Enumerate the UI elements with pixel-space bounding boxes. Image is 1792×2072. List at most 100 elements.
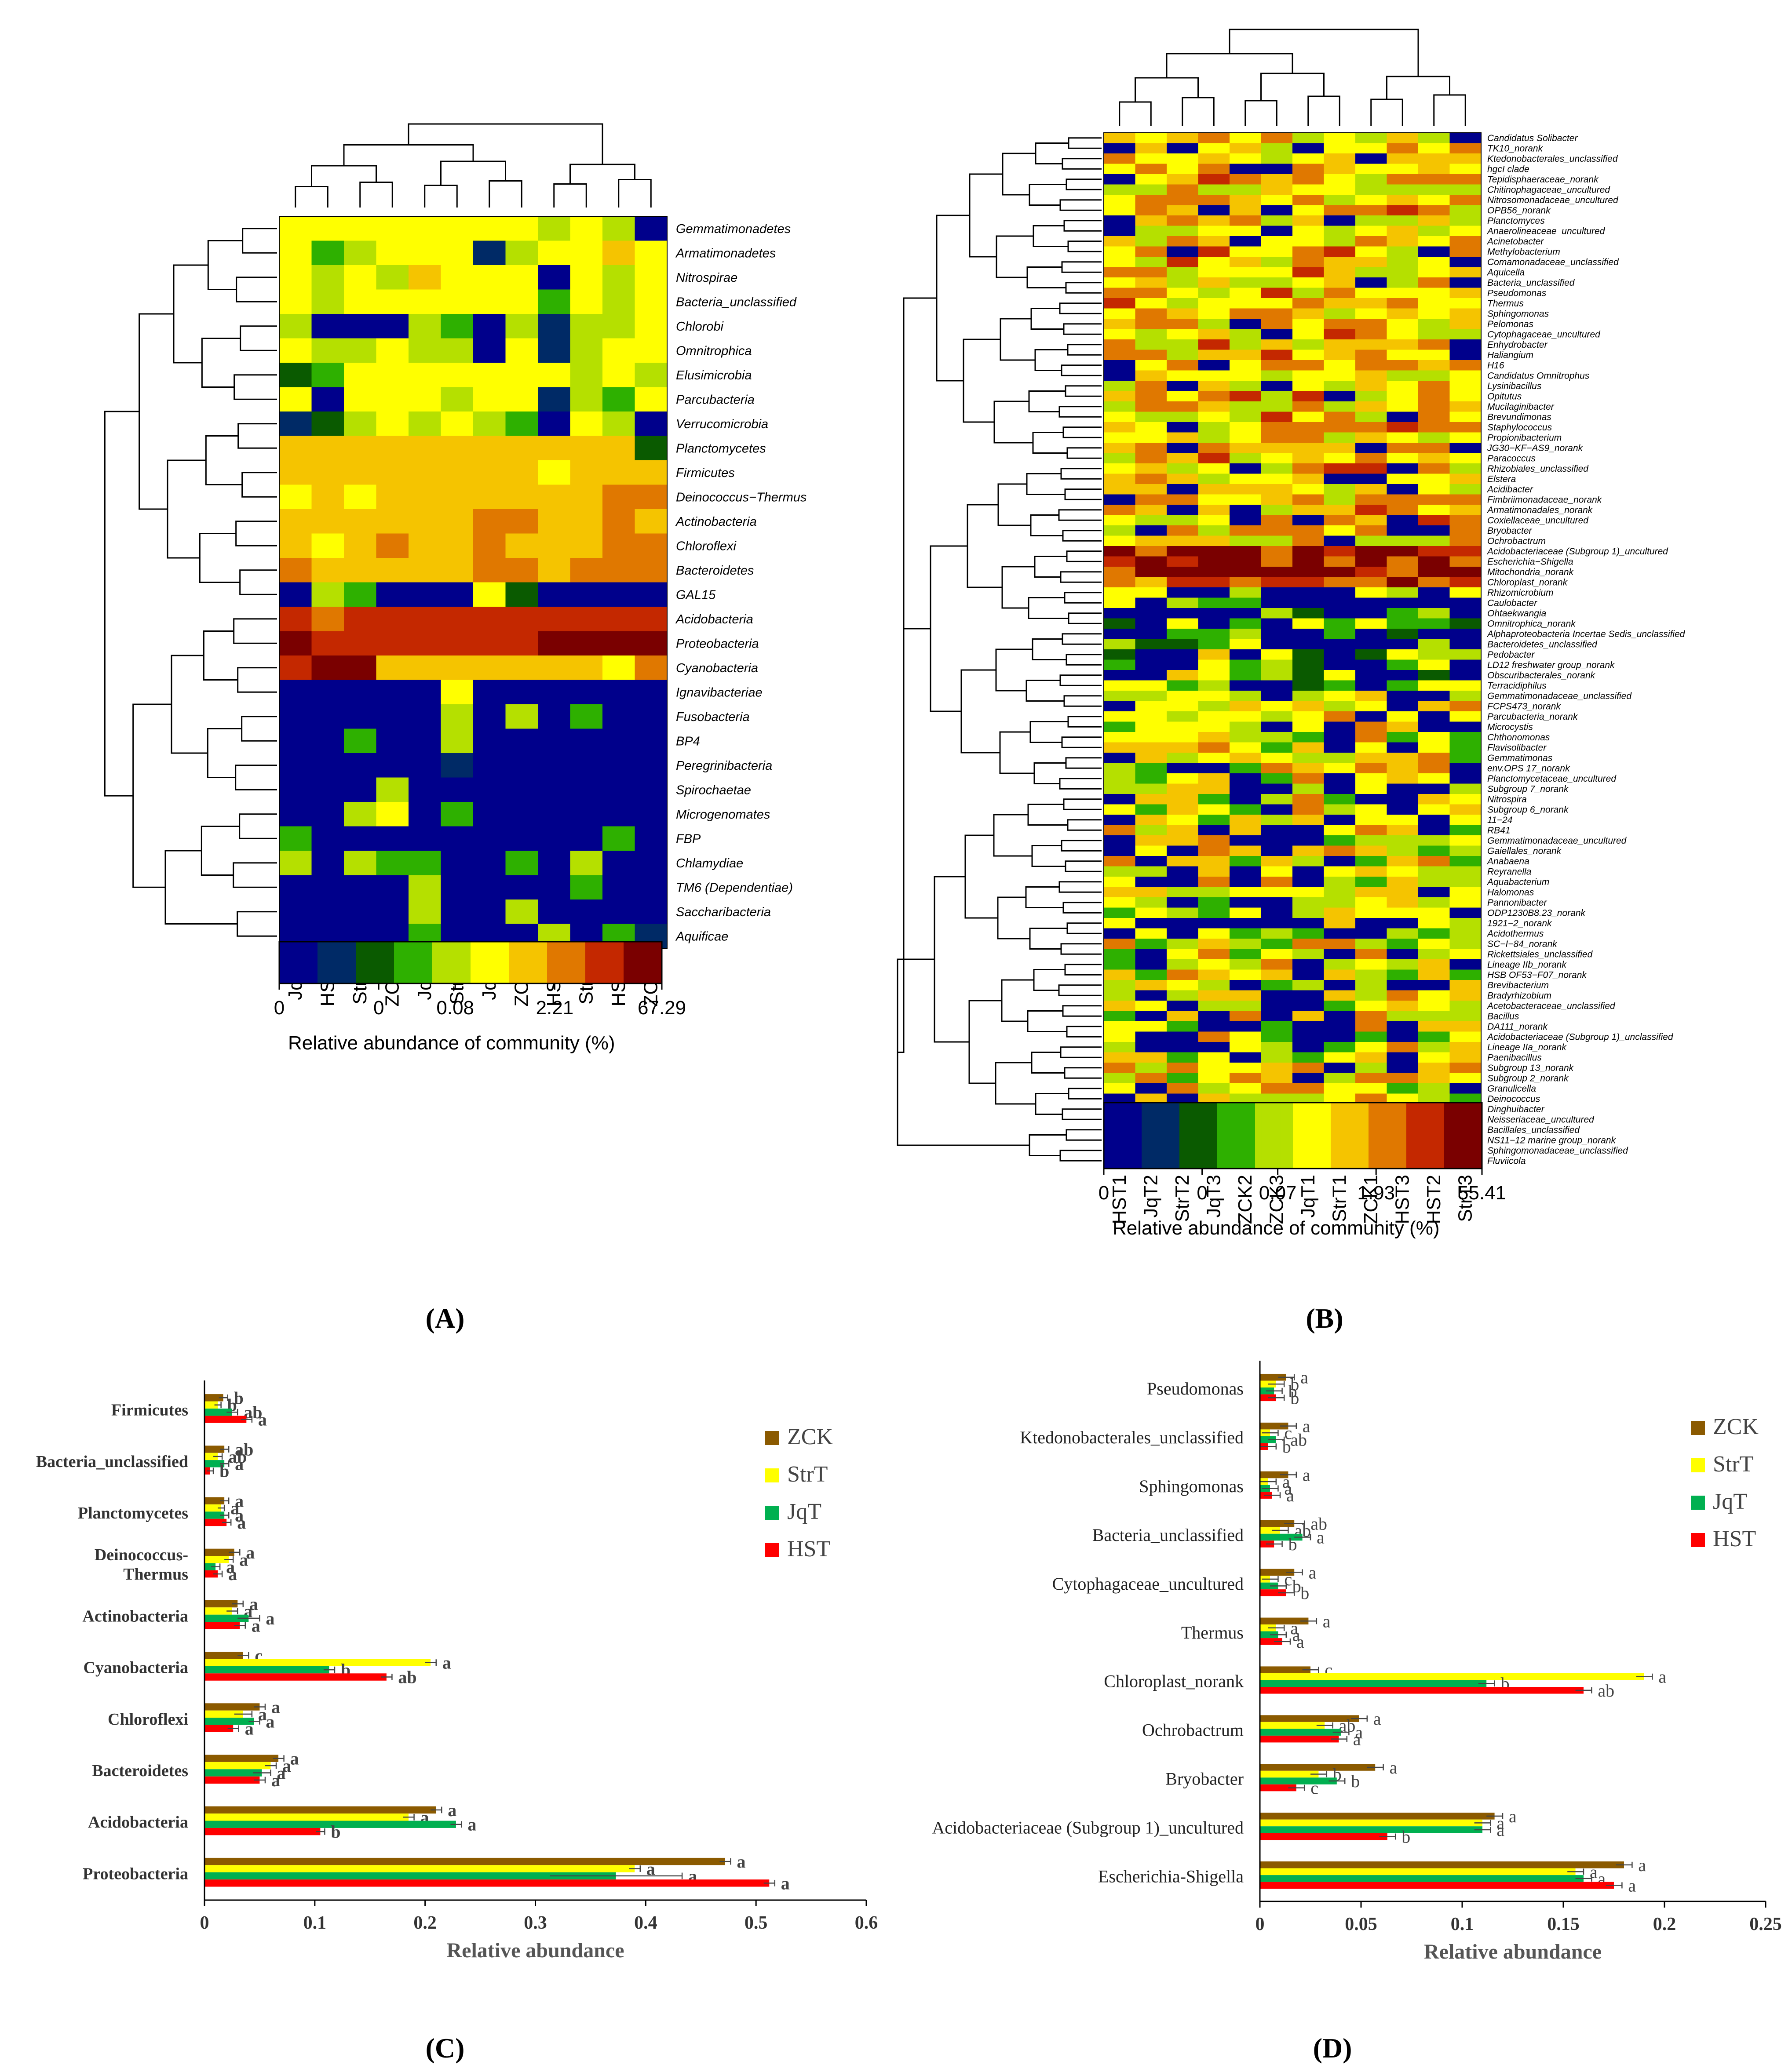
bar-d-jqt-bar: [1260, 1582, 1278, 1590]
heatmap-b-cell: [1292, 391, 1325, 402]
bar-d-jqt-bar: [1260, 1729, 1341, 1736]
heatmap-b-row-dendrogram-link: [1059, 1150, 1102, 1162]
heatmap-b-cell: [1324, 164, 1356, 175]
heatmap-a-cell: [441, 680, 474, 705]
heatmap-b-row-dendrogram-link: [1060, 1046, 1102, 1058]
heatmap-b-row-dendrogram-link: [1061, 736, 1102, 748]
heatmap-b-cell: [1355, 267, 1387, 278]
bar-d-significance-letter: a: [1353, 1730, 1361, 1749]
heatmap-b-cell: [1449, 401, 1482, 412]
heatmap-b-row-dendrogram-link: [897, 958, 1029, 1146]
heatmap-b-cell: [1230, 329, 1262, 340]
heatmap-b-cell: [1324, 1073, 1356, 1084]
heatmap-b-cell: [1355, 484, 1387, 495]
heatmap-b-cell: [1261, 753, 1293, 764]
heatmap-b-cell: [1449, 928, 1482, 939]
heatmap-a-colorbar-swatch: [464, 942, 471, 983]
heatmap-a-cell: [311, 265, 344, 290]
heatmap-b-cell: [1387, 525, 1419, 536]
heatmap-b-row-dendrogram-link: [967, 504, 1002, 588]
heatmap-a-colorbar-swatch: [458, 942, 465, 983]
heatmap-b-cell: [1418, 577, 1450, 588]
heatmap-a-colorbar-swatch: [407, 942, 414, 983]
heatmap-a-cell: [311, 826, 344, 851]
heatmap-a-row-label: Elusimicrobia: [676, 368, 752, 382]
heatmap-b-cell: [1167, 505, 1199, 516]
heatmap-b-cell: [1387, 877, 1419, 888]
heatmap-b-cell: [1135, 360, 1167, 371]
heatmap-a-cell: [311, 753, 344, 778]
heatmap-b-cell: [1198, 670, 1230, 681]
heatmap-b-cell: [1198, 546, 1230, 557]
heatmap-b-cell: [1104, 484, 1136, 495]
heatmap-b-cell: [1198, 257, 1230, 268]
heatmap-b-column-label: StrT1: [1328, 1175, 1350, 1222]
bar-c-significance-letter: a: [239, 1550, 248, 1569]
heatmap-b-cell: [1449, 897, 1482, 908]
heatmap-b-cell: [1167, 205, 1199, 216]
heatmap-b-cell: [1449, 143, 1482, 154]
heatmap-a-cell: [602, 387, 635, 412]
heatmap-b-cell: [1167, 701, 1199, 712]
heatmap-a-cell: [473, 826, 506, 851]
heatmap-a-colorbar-swatch: [432, 942, 439, 983]
heatmap-b-cell: [1387, 804, 1419, 815]
heatmap-b-cell: [1324, 1052, 1356, 1063]
bar-d-zck-bar: [1260, 1373, 1286, 1381]
heatmap-b-cell: [1230, 949, 1262, 960]
heatmap-b-cell: [1230, 1073, 1262, 1084]
heatmap-a-cell: [279, 240, 312, 266]
heatmap-a-cell: [570, 265, 603, 290]
heatmap-b-cell: [1104, 815, 1136, 826]
heatmap-b-row-label: Mucilaginibacter: [1487, 402, 1555, 412]
heatmap-b-cell: [1449, 494, 1482, 505]
heatmap-b-row-dendrogram-link: [1058, 984, 1102, 996]
heatmap-b-cell: [1167, 1083, 1199, 1094]
heatmap-b-cell: [1230, 1021, 1262, 1032]
heatmap-b-cell: [1135, 1052, 1167, 1063]
heatmap-b-cell: [1167, 918, 1199, 929]
bar-c-category-label: Cyanobacteria: [83, 1659, 188, 1677]
heatmap-b-cell: [1418, 794, 1450, 805]
heatmap-b-row-label: Bacillales_unclassified: [1487, 1125, 1580, 1135]
heatmap-b-cell: [1135, 381, 1167, 392]
heatmap-b-cell: [1135, 732, 1167, 743]
heatmap-a-cell: [409, 216, 442, 241]
heatmap-a-cell: [409, 899, 442, 925]
heatmap-a-cell: [311, 875, 344, 900]
heatmap-b-colorbar-swatch: [1337, 1103, 1344, 1169]
heatmap-b-cell: [1355, 990, 1387, 1001]
heatmap-b-cell: [1355, 773, 1387, 784]
heatmap-b-cell: [1135, 174, 1167, 185]
heatmap-a-column-dendrogram-link: [408, 123, 603, 164]
heatmap-b-cell: [1135, 856, 1167, 867]
heatmap-b-cell: [1230, 484, 1262, 495]
heatmap-b-row-label: FCPS473_norank: [1487, 701, 1561, 711]
heatmap-b-colorbar-swatch: [1450, 1103, 1457, 1169]
heatmap-b-cell: [1135, 195, 1167, 206]
heatmap-a-cell: [311, 899, 344, 925]
heatmap-b-row-dendrogram-link: [1068, 612, 1102, 624]
heatmap-b-cell: [1324, 783, 1356, 794]
bar-d-significance-letter: a: [1303, 1417, 1310, 1436]
heatmap-a-cell: [409, 387, 442, 412]
bar-d-category-label: Sphingomonas: [1139, 1476, 1244, 1496]
heatmap-b-cell: [1292, 494, 1325, 505]
heatmap-a-cell: [409, 582, 442, 607]
heatmap-b-cell: [1198, 680, 1230, 691]
heatmap-b-colorbar-swatch: [1267, 1103, 1274, 1169]
heatmap-b-cell: [1198, 370, 1230, 381]
heatmap-b-cell: [1292, 721, 1325, 732]
heatmap-b-cell: [1418, 215, 1450, 226]
heatmap-b-cell: [1418, 680, 1450, 691]
heatmap-b-cell: [1355, 577, 1387, 588]
heatmap-a-colorbar-swatch: [573, 942, 580, 983]
heatmap-b-cell: [1104, 825, 1136, 836]
heatmap-a-cell: [538, 484, 571, 510]
heatmap-b-cell: [1292, 577, 1325, 588]
heatmap-b-cell: [1261, 277, 1293, 288]
heatmap-b-cell: [1292, 742, 1325, 753]
heatmap-b-cell: [1324, 453, 1356, 464]
heatmap-b-cell: [1167, 1052, 1199, 1063]
heatmap-b-cell: [1449, 360, 1482, 371]
